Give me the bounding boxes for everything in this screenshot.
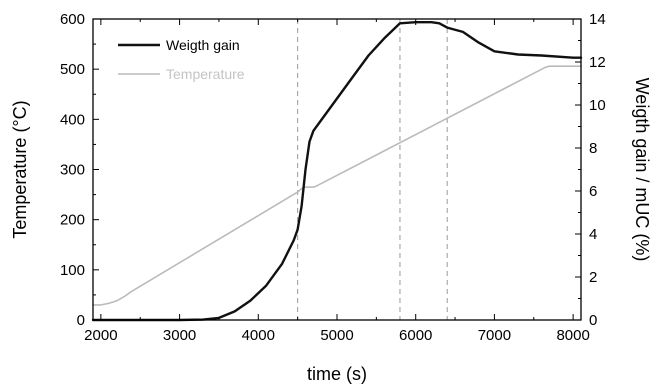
- x-tick-label-6: 8000: [556, 327, 589, 344]
- legend: Weigth gain Temperature: [118, 37, 245, 82]
- y-right-axis-title: Weigth gain / mUC (%): [632, 78, 652, 262]
- series-line-weigth-gain: [91, 21, 583, 322]
- y-right-axis-ticks: 0 2 4 6 8 10 12 14: [575, 11, 606, 329]
- y-left-tick-label-2: 200: [60, 212, 85, 229]
- y-right-tick-label-2: 4: [589, 226, 597, 243]
- y-left-tick-label-0: 0: [77, 312, 85, 329]
- y-left-tick-label-1: 100: [60, 262, 85, 279]
- x-tick-label-2: 4000: [242, 327, 275, 344]
- series-line-temperature: [92, 65, 582, 306]
- y-right-tick-label-0: 0: [589, 312, 597, 329]
- x-axis-ticks: 2000 3000 4000 5000 6000 7000 8000: [84, 19, 590, 344]
- y-left-tick-label-6: 600: [60, 11, 85, 28]
- y-right-tick-label-1: 2: [589, 269, 597, 286]
- y-right-tick-label-7: 14: [589, 11, 606, 28]
- y-right-tick-label-4: 8: [589, 140, 597, 157]
- y-left-axis-ticks: 0 100 200 300 400 500 600: [60, 11, 99, 329]
- vertical-marker-lines: [297, 19, 448, 320]
- y-left-axis-title: Temperature (°C): [10, 100, 30, 238]
- x-tick-label-1: 3000: [163, 327, 196, 344]
- y-left-tick-label-3: 300: [60, 162, 85, 179]
- y-right-tick-label-5: 10: [589, 97, 606, 114]
- x-tick-label-5: 7000: [478, 327, 511, 344]
- x-tick-label-4: 6000: [399, 327, 432, 344]
- x-tick-label-0: 2000: [84, 327, 117, 344]
- y-left-tick-label-4: 400: [60, 111, 85, 128]
- x-tick-label-3: 5000: [320, 327, 353, 344]
- legend-label-1: Temperature: [166, 66, 245, 82]
- y-right-tick-label-3: 6: [589, 183, 597, 200]
- y-right-tick-label-6: 12: [589, 54, 606, 71]
- legend-label-0: Weigth gain: [166, 37, 240, 53]
- series-layer: [91, 21, 583, 322]
- x-axis-title: time (s): [307, 364, 367, 384]
- y-left-tick-label-5: 500: [60, 61, 85, 78]
- plot-frame: [92, 18, 582, 321]
